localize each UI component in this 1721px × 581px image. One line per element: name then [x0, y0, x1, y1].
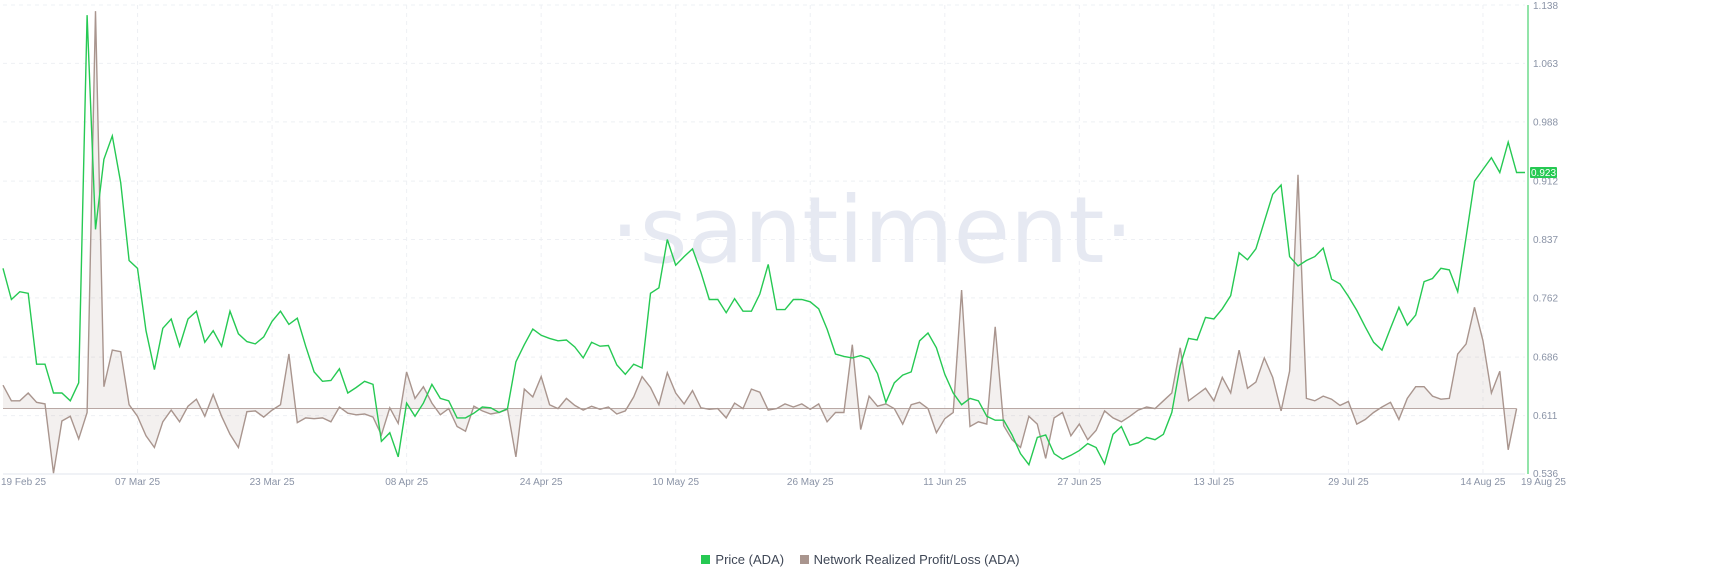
legend-swatch-price [701, 555, 711, 564]
x-tick-label: 27 Jun 25 [1057, 477, 1101, 488]
legend-item-realized-pl[interactable]: Network Realized Profit/Loss (ADA) [799, 552, 1020, 567]
y-tick-label: 0.762 [1533, 293, 1558, 304]
legend-swatch-realized-pl [799, 555, 809, 564]
y-tick-label: 0.988 [1533, 117, 1558, 128]
y-tick-label: 0.686 [1533, 353, 1558, 364]
axes: 19 Feb 25 07 Mar 25 23 Mar 25 08 Apr 25 24 A… [1, 1, 1566, 488]
y-tick-label: 1.063 [1533, 59, 1558, 70]
legend: Price (ADA) Network Realized Profit/Loss… [0, 552, 1721, 567]
santiment-watermark: ·santiment· [610, 177, 1133, 284]
x-tick-label: 11 Jun 25 [923, 477, 967, 488]
x-tick-label: 23 Mar 25 [250, 477, 295, 488]
current-price-badge-label: 0.923 [1531, 168, 1556, 179]
x-tick-label: 07 Mar 25 [115, 477, 160, 488]
y-tick-label: 0.837 [1533, 235, 1558, 246]
current-price-badge: 0.923 [1530, 167, 1557, 179]
current-price-badge-bg [1530, 167, 1557, 178]
y-tick-label: 0.536 [1533, 469, 1558, 480]
series-line-realized-pl [2, 11, 1518, 474]
series-line-price [2, 15, 1525, 467]
legend-item-price[interactable]: Price (ADA) [701, 552, 784, 567]
legend-label-realized-pl: Network Realized Profit/Loss (ADA) [813, 552, 1020, 567]
legend-label-price: Price (ADA) [715, 552, 785, 567]
x-tick-label: 26 May 25 [787, 477, 834, 488]
chart: ·santiment· 19 Feb 25 07 Mar 25 23 Mar 25 0… [1, 1, 1566, 488]
y-tick-label: 0.912 [1533, 177, 1558, 188]
x-tick-label: 10 May 25 [652, 477, 699, 488]
series-area-realized-pl [3, 11, 1517, 474]
x-tick-label: 19 Aug 25 [1521, 477, 1566, 488]
x-tick-label: 13 Jul 25 [1194, 477, 1235, 488]
x-tick-label: 24 Apr 25 [520, 477, 563, 488]
y-tick-label: 0.611 [1533, 411, 1558, 422]
x-tick-label: 14 Aug 25 [1460, 477, 1505, 488]
y-tick-label: 1.138 [1533, 1, 1558, 12]
x-tick-label: 08 Apr 25 [385, 477, 428, 488]
x-tick-label: 19 Feb 25 [1, 477, 46, 488]
series-layer [2, 11, 1525, 474]
x-tick-label: 29 Jul 25 [1328, 477, 1369, 488]
